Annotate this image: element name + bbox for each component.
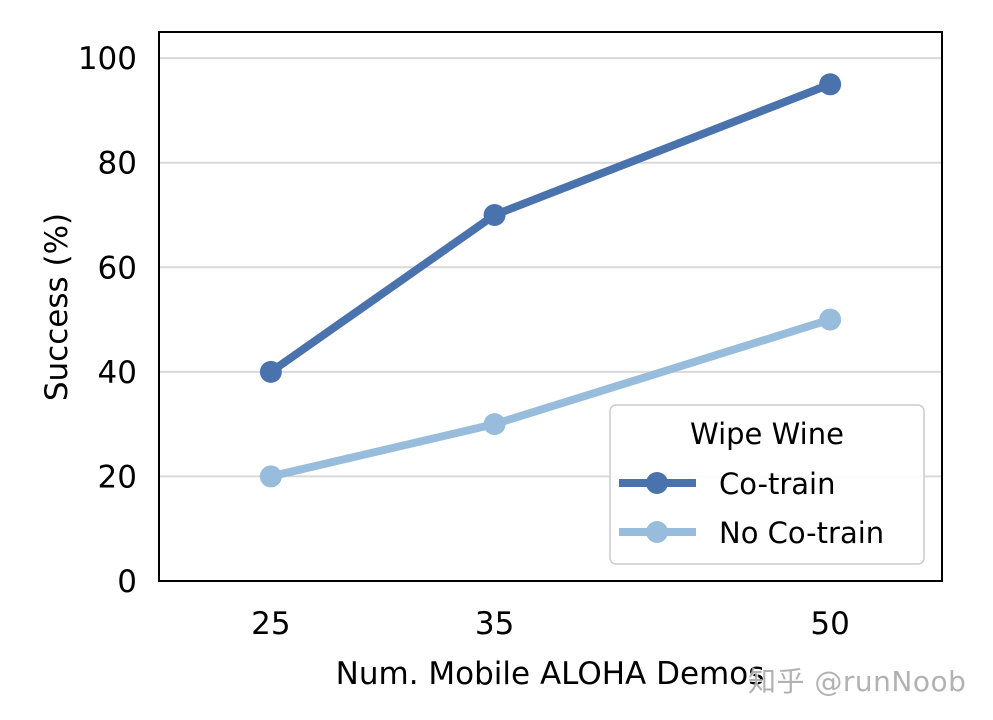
y-tick-label: 0: [117, 564, 137, 600]
x-tick-label: 35: [475, 606, 514, 642]
watermark: 知乎 @runNoob: [748, 665, 967, 698]
x-tick-label: 50: [810, 606, 849, 642]
data-point-marker: [259, 465, 282, 488]
y-axis-label: Success (%): [39, 213, 75, 401]
series-line: [268, 80, 832, 376]
legend: Wipe Wine Co-train No Co-train: [609, 404, 925, 565]
data-point-marker: [819, 308, 842, 331]
x-tick-label: 25: [251, 606, 290, 642]
y-tick-label: 60: [98, 250, 137, 286]
y-tick-label: 80: [98, 146, 137, 182]
legend-item-no-co-train: No Co-train: [619, 516, 884, 550]
data-point-marker: [259, 360, 282, 383]
data-point-marker: [819, 73, 842, 96]
y-axis-ticks: 0 20 40 60 80 100: [78, 41, 137, 600]
x-axis-ticks: 25 35 50: [251, 606, 850, 642]
legend-marker-icon: [646, 521, 668, 543]
data-point-marker: [483, 413, 506, 436]
y-tick-label: 40: [98, 355, 137, 391]
legend-box: [609, 404, 925, 565]
legend-marker-icon: [646, 472, 668, 494]
legend-title: Wipe Wine: [690, 417, 844, 451]
y-tick-label: 100: [78, 41, 137, 77]
plot-frame: [158, 31, 943, 582]
legend-label: No Co-train: [719, 516, 884, 550]
y-tick-label: 20: [98, 459, 137, 495]
series-co-train: [259, 73, 842, 383]
series-no-co-train: [259, 308, 842, 488]
data-point-marker: [483, 204, 506, 226]
x-axis-label: Num. Mobile ALOHA Demos: [336, 656, 765, 692]
legend-item-co-train: Co-train: [619, 467, 836, 501]
series-lines: [259, 73, 842, 488]
legend-label: Co-train: [719, 467, 836, 501]
